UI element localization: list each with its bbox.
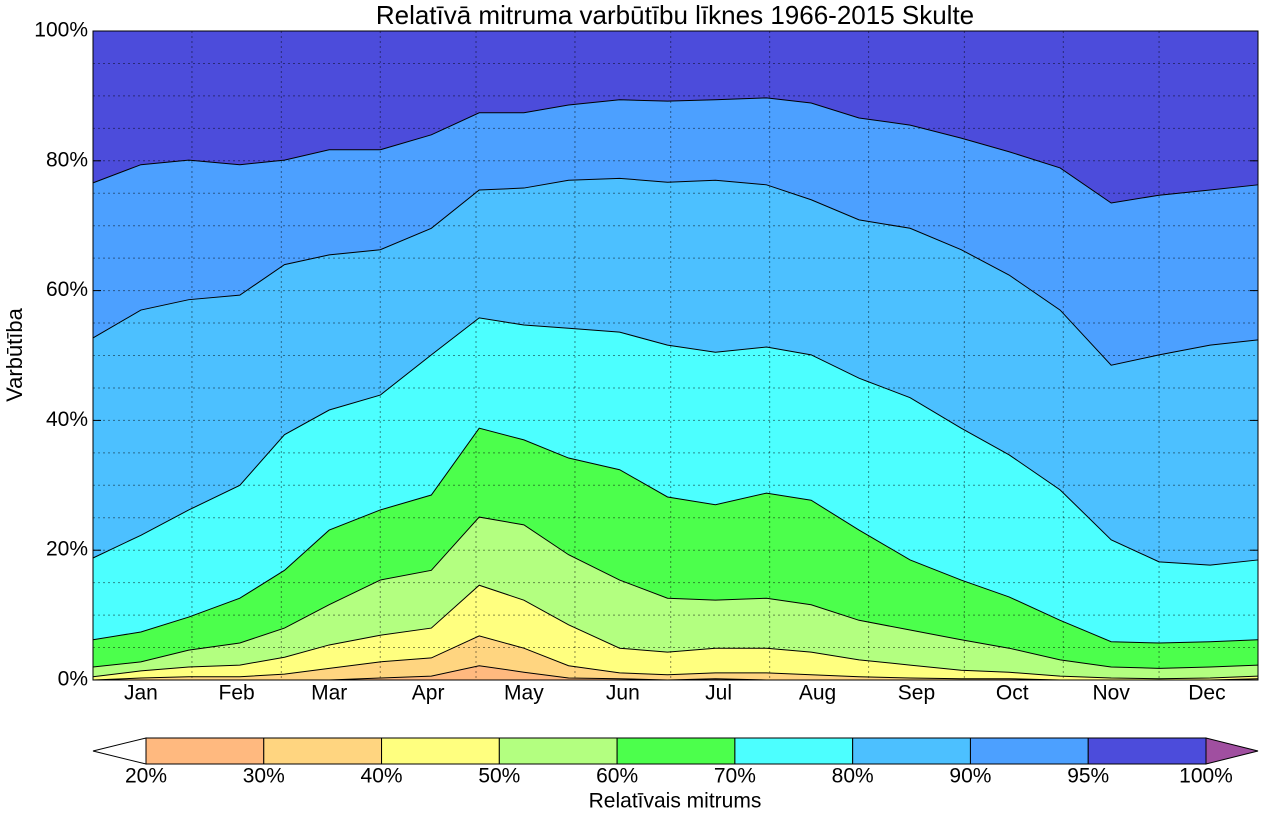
x-tick-label: Jan [124, 682, 158, 705]
x-tick-label: Jul [705, 682, 732, 705]
y-axis-label: Varbūtība [2, 307, 27, 402]
colorbar-segment [616, 737, 736, 765]
probability-band [93, 31, 1258, 203]
colorbar-segment [145, 737, 265, 765]
y-tick-label: 100% [34, 19, 88, 42]
colorbar-tick-label: 90% [949, 765, 991, 788]
x-tick-label: Mar [311, 682, 347, 705]
y-tick-label: 40% [46, 408, 88, 431]
chart-title: Relatīvā mitruma varbūtību līknes 1966-2… [376, 0, 974, 30]
colorbar-segment [969, 737, 1089, 765]
x-tick-label: Oct [996, 682, 1029, 705]
colorbar-tick-label: 70% [714, 765, 756, 788]
colorbar-segment [381, 737, 500, 765]
colorbar-under [92, 737, 147, 765]
colorbar-tick-label: 30% [243, 765, 285, 788]
probability-curve [92, 584, 1259, 680]
y-tick-label: 60% [46, 278, 88, 301]
colorbar-tick-label: 60% [596, 765, 638, 788]
colorbar-tick-label: 95% [1067, 765, 1109, 788]
x-tick-label: Dec [1188, 682, 1225, 705]
plot-frame [92, 30, 1259, 681]
probability-curve [92, 427, 1259, 644]
y-tick-label: 80% [46, 148, 88, 171]
x-tick-label: Sep [898, 682, 935, 705]
colorbar-tick-label: 80% [832, 765, 874, 788]
x-tick-label: Nov [1092, 682, 1130, 705]
y-tick-label: 0% [58, 668, 88, 691]
probability-curve [92, 97, 1259, 204]
colorbar-segment [734, 737, 854, 765]
colorbar-tick-label: 100% [1179, 765, 1233, 788]
probability-curve [92, 516, 1259, 669]
colorbar-tick-label: 20% [125, 765, 167, 788]
y-tick-label: 20% [46, 538, 88, 561]
x-tick-label: May [504, 682, 544, 705]
x-tick-label: Apr [412, 682, 445, 705]
colorbar-segment [263, 737, 383, 765]
colorbar-over [1205, 737, 1259, 765]
colorbar-tick-label: 40% [361, 765, 403, 788]
colorbar-segment [1087, 737, 1207, 765]
colorbar-segment [498, 737, 618, 765]
probability-curve [92, 177, 1259, 366]
colorbar-segment [852, 737, 971, 765]
x-tick-label: Aug [799, 682, 836, 705]
x-tick-label: Jun [606, 682, 640, 705]
colorbar-tick-label: 50% [478, 765, 520, 788]
probability-curve [92, 317, 1259, 566]
x-tick-label: Feb [219, 682, 255, 705]
colorbar-label: Relatīvais mitrums [589, 790, 762, 813]
